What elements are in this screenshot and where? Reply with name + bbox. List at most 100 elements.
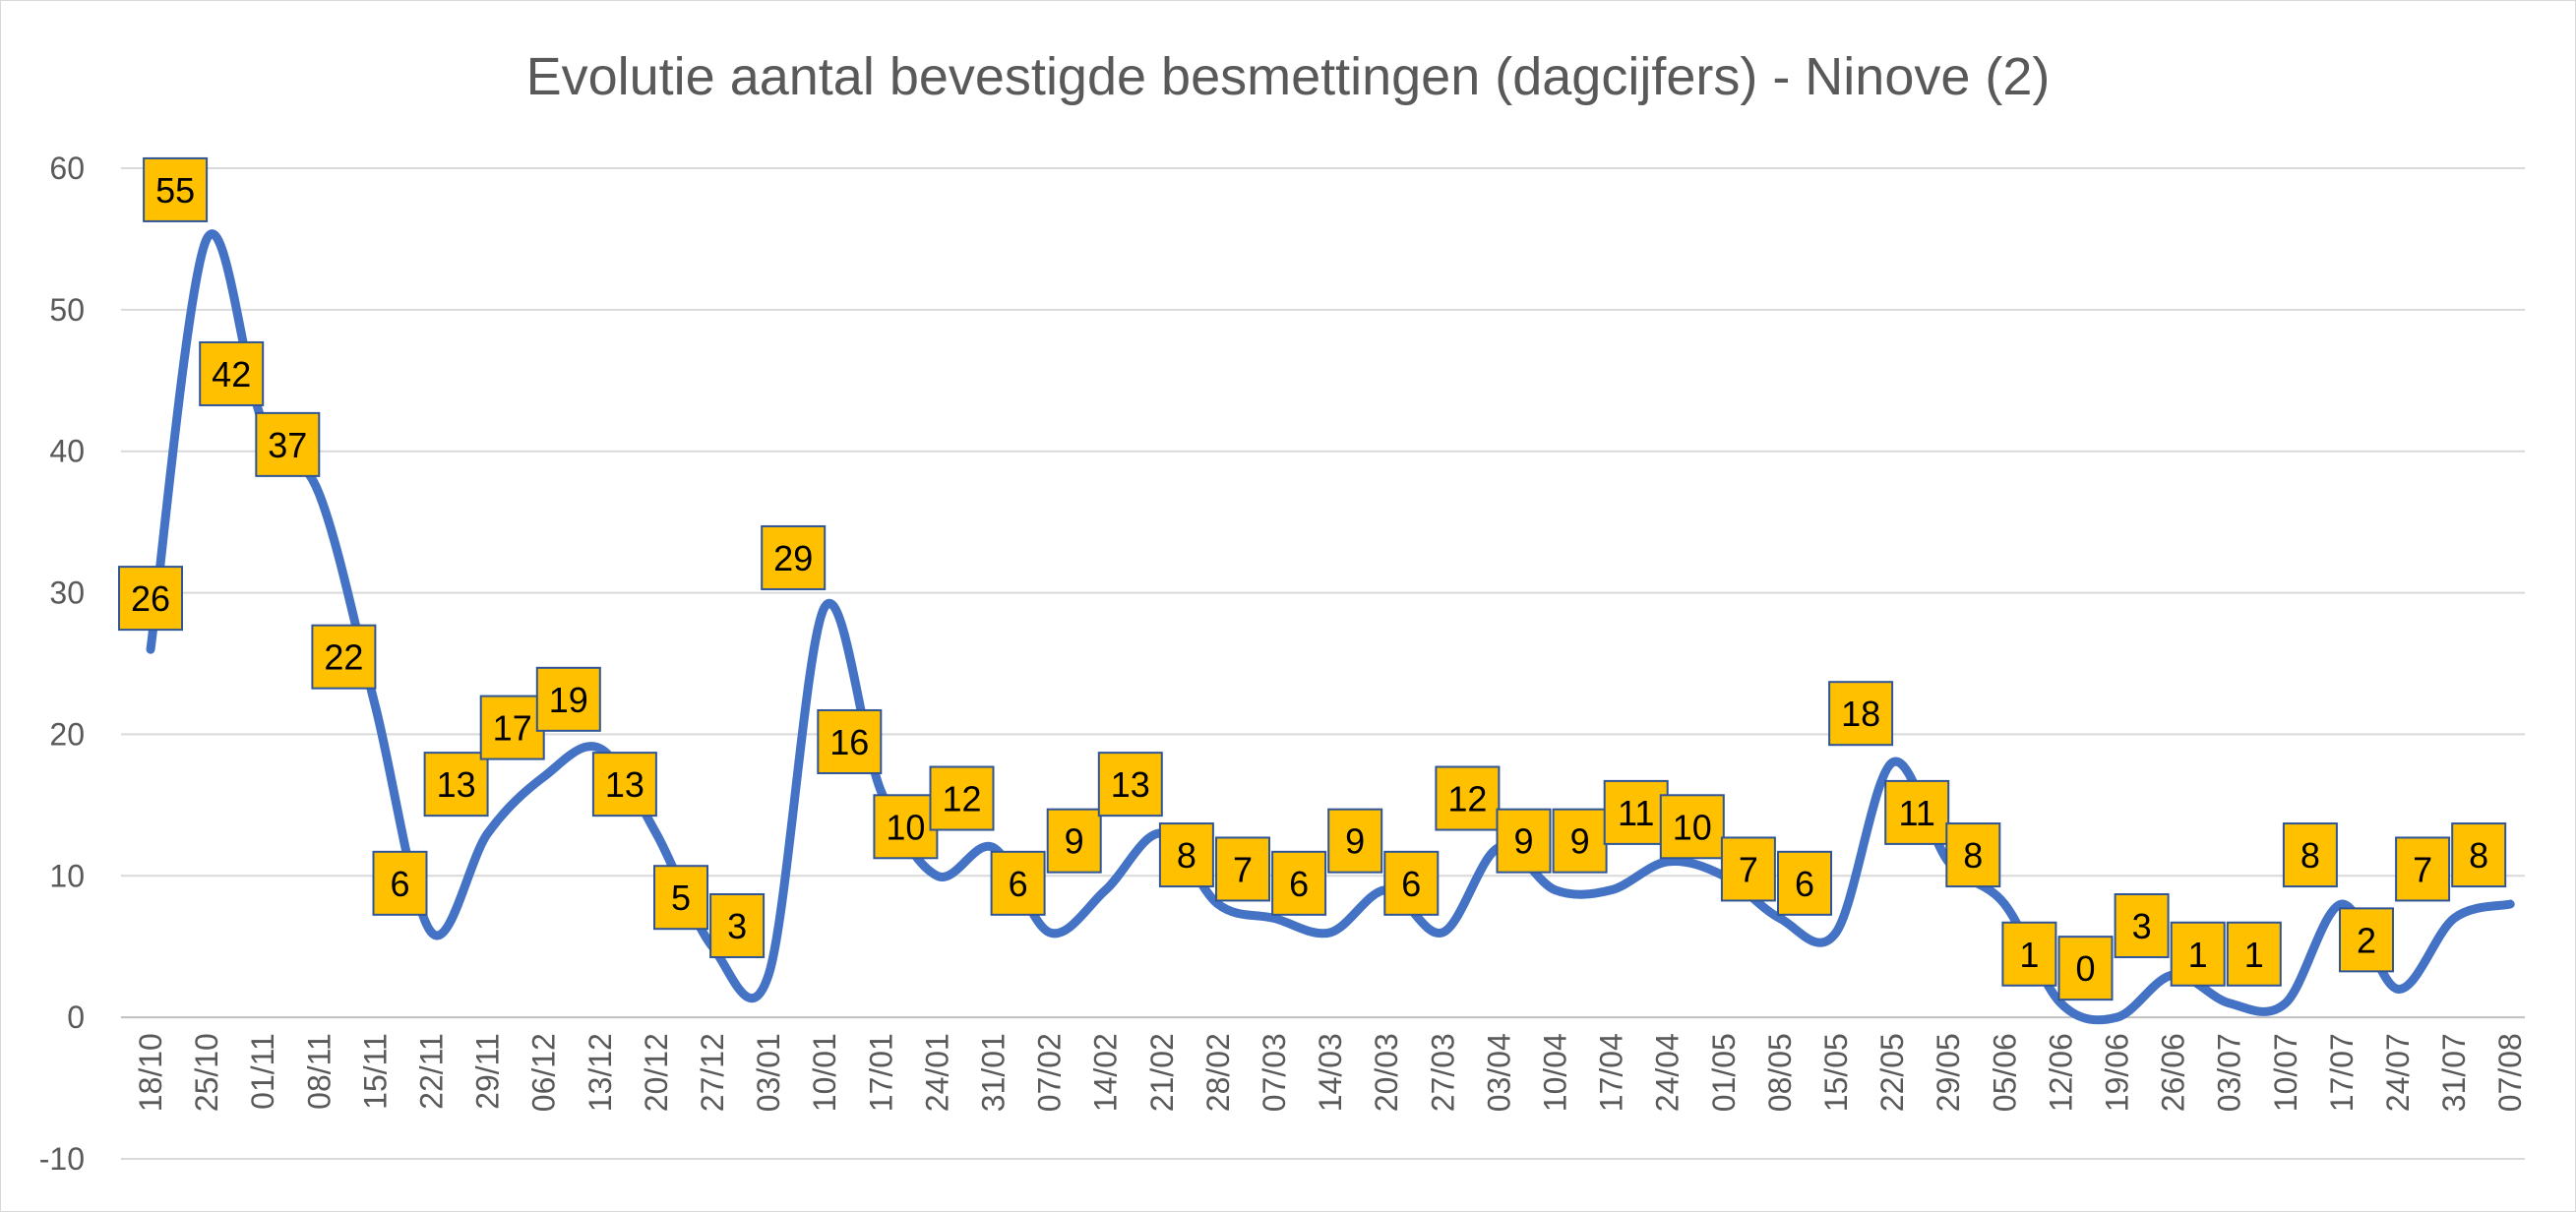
x-tick-label: 10/01	[807, 1033, 842, 1112]
data-label: 9	[1046, 808, 1102, 874]
data-label-box	[1327, 808, 1383, 874]
data-label-text: 10	[886, 807, 925, 847]
data-label: 9	[1496, 808, 1552, 874]
data-label: 18	[1828, 681, 1894, 747]
data-label-text: 7	[2413, 849, 2432, 889]
data-label-text: 7	[1233, 849, 1253, 889]
x-tick-label: 20/12	[639, 1033, 674, 1112]
data-label-text: 13	[605, 764, 644, 805]
x-tick-label: 10/07	[2268, 1033, 2303, 1112]
data-label-text: 12	[942, 779, 981, 819]
data-label: 8	[2451, 822, 2507, 888]
data-label-text: 6	[1289, 864, 1309, 904]
data-label: 22	[311, 624, 377, 690]
data-label: 5	[653, 865, 708, 931]
data-label-box	[423, 752, 489, 818]
data-label-box	[2395, 836, 2451, 902]
data-label-box	[1215, 836, 1270, 902]
x-axis: 18/10 25/10 01/11 08/11 15/11 22/11 29/11 06/12…	[133, 1033, 2528, 1112]
data-label: 13	[1097, 752, 1163, 818]
x-tick-label: 18/10	[133, 1033, 168, 1112]
data-label-box	[1945, 822, 2001, 888]
data-label-text: 9	[1513, 821, 1533, 862]
y-tick-label: 0	[67, 1000, 85, 1035]
data-label-box	[1552, 808, 1608, 874]
data-label-box	[1435, 765, 1501, 831]
data-label-box	[143, 156, 209, 222]
data-label-text: 11	[1899, 793, 1935, 833]
x-tick-label: 03/01	[751, 1033, 786, 1112]
data-label-text: 7	[1739, 849, 1758, 889]
data-label-box	[535, 666, 601, 732]
data-label: 13	[423, 752, 489, 818]
data-label-text: 9	[1345, 821, 1365, 862]
data-label: 9	[1327, 808, 1383, 874]
data-label-text: 42	[212, 354, 251, 394]
data-label-text: 12	[1447, 779, 1487, 819]
data-label: 6	[1383, 850, 1440, 916]
gridlines	[121, 167, 2525, 1160]
data-label-text: 9	[1065, 821, 1084, 862]
data-label-box	[990, 850, 1046, 916]
x-tick-label: 24/04	[1650, 1033, 1686, 1112]
chart-title: Evolutie aantal bevestigde besmettingen …	[526, 47, 2051, 106]
data-label: 3	[709, 892, 766, 958]
x-tick-label: 01/05	[1706, 1033, 1742, 1112]
data-label-text: 8	[2300, 835, 2320, 876]
x-tick-label: 14/02	[1088, 1033, 1124, 1112]
data-label-box	[1496, 808, 1552, 874]
x-tick-label: 08/11	[301, 1033, 337, 1110]
y-tick-label: 50	[49, 292, 85, 328]
data-label: 16	[817, 708, 883, 774]
data-label-box	[1097, 752, 1163, 818]
data-label-box	[2001, 921, 2057, 987]
y-axis: -10 0 10 20 30 40 50 60	[39, 151, 85, 1177]
x-tick-label: 15/11	[357, 1033, 393, 1110]
data-label: 13	[591, 752, 657, 818]
x-tick-label: 20/03	[1369, 1033, 1404, 1112]
data-label-text: 6	[1795, 864, 1814, 904]
x-tick-label: 19/06	[2100, 1033, 2135, 1112]
data-label: 7	[1215, 836, 1270, 902]
data-label-box	[311, 624, 377, 690]
x-tick-label: 15/05	[1818, 1033, 1854, 1112]
data-label-text: 8	[2469, 835, 2488, 876]
data-label: 6	[1271, 850, 1327, 916]
data-label-text: 1	[2244, 935, 2264, 975]
data-label-box	[1777, 850, 1832, 916]
x-tick-label: 17/07	[2324, 1033, 2360, 1112]
data-label: 29	[761, 524, 827, 590]
data-label-text: 22	[324, 637, 363, 678]
x-tick-label: 14/03	[1313, 1033, 1348, 1112]
x-tick-label: 07/03	[1257, 1033, 1292, 1112]
data-label-text: 18	[1841, 694, 1880, 734]
x-tick-label: 12/06	[2043, 1033, 2078, 1112]
x-tick-label: 25/10	[189, 1033, 224, 1112]
data-label: 6	[372, 850, 428, 916]
data-label: 2	[2339, 907, 2394, 973]
data-label-box	[1271, 850, 1327, 916]
data-label-box	[1720, 836, 1776, 902]
data-label: 17	[479, 695, 545, 760]
x-tick-label: 01/11	[245, 1033, 280, 1110]
data-label-box	[2451, 822, 2507, 888]
x-tick-label: 22/11	[414, 1033, 450, 1110]
x-tick-label: 27/12	[695, 1033, 730, 1112]
data-label-box	[873, 794, 939, 860]
data-label-text: 6	[1401, 864, 1421, 904]
data-label-text: 1	[2019, 935, 2039, 975]
data-label-text: 5	[671, 878, 691, 918]
data-label-box	[372, 850, 428, 916]
data-label: 11	[1603, 779, 1669, 845]
data-label-text: 19	[549, 680, 588, 720]
data-label-text: 11	[1618, 793, 1654, 833]
y-tick-label: 30	[49, 576, 85, 611]
x-tick-label: 21/02	[1144, 1033, 1180, 1112]
y-tick-label: 10	[49, 858, 85, 893]
data-label-text: 29	[773, 538, 813, 578]
data-label-box	[1383, 850, 1440, 916]
data-label: 11	[1884, 779, 1950, 845]
